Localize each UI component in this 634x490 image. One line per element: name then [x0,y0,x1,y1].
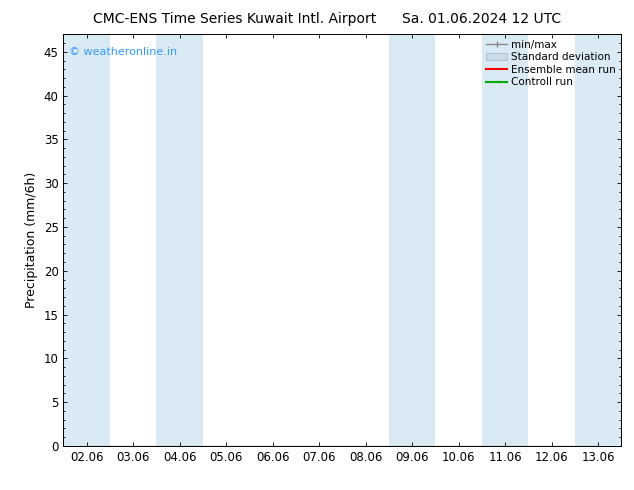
Y-axis label: Precipitation (mm/6h): Precipitation (mm/6h) [25,172,38,308]
Bar [389,34,436,446]
Bar [63,34,110,446]
Text: Sa. 01.06.2024 12 UTC: Sa. 01.06.2024 12 UTC [403,12,561,26]
Text: © weatheronline.in: © weatheronline.in [69,47,177,57]
Bar [575,34,621,446]
Bar [482,34,528,446]
Legend: min/max, Standard deviation, Ensemble mean run, Controll run: min/max, Standard deviation, Ensemble me… [482,35,620,92]
Bar [157,34,203,446]
Text: CMC-ENS Time Series Kuwait Intl. Airport: CMC-ENS Time Series Kuwait Intl. Airport [93,12,376,26]
